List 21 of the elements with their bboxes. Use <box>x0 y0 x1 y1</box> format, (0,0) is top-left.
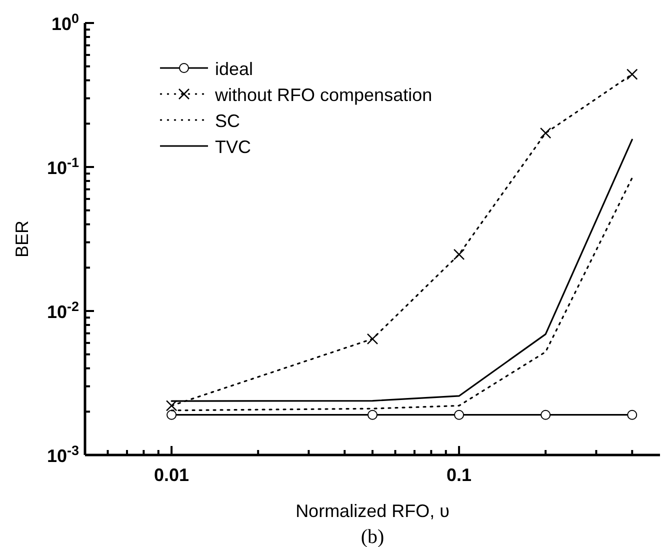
y-axis-title: BER <box>12 220 32 258</box>
point <box>368 410 378 420</box>
text: (b) <box>360 526 384 547</box>
point <box>540 410 551 420</box>
y-tick-label: 10$^{0}$ <box>51 10 79 34</box>
x-tick-label: 0.1 <box>446 465 472 485</box>
point <box>453 248 465 260</box>
point <box>454 410 464 420</box>
y-tick-label: 10$^{-3}$ <box>46 442 80 466</box>
point <box>626 68 638 80</box>
legend-label: TVC <box>215 137 251 157</box>
y-tick-label: 10$^{-2}$ <box>46 298 79 322</box>
legend-label: ideal <box>215 59 254 79</box>
x-tick-label: 0.01 <box>154 465 190 485</box>
point <box>366 333 378 345</box>
point <box>540 127 552 139</box>
x-axis-title: Normalized RFO, υ <box>296 501 450 521</box>
legend-label: SC <box>215 111 240 131</box>
point <box>627 410 638 420</box>
legend-label: without RFO compensation <box>214 85 432 105</box>
y-tick-label: 10$^{-1}$ <box>46 154 80 178</box>
